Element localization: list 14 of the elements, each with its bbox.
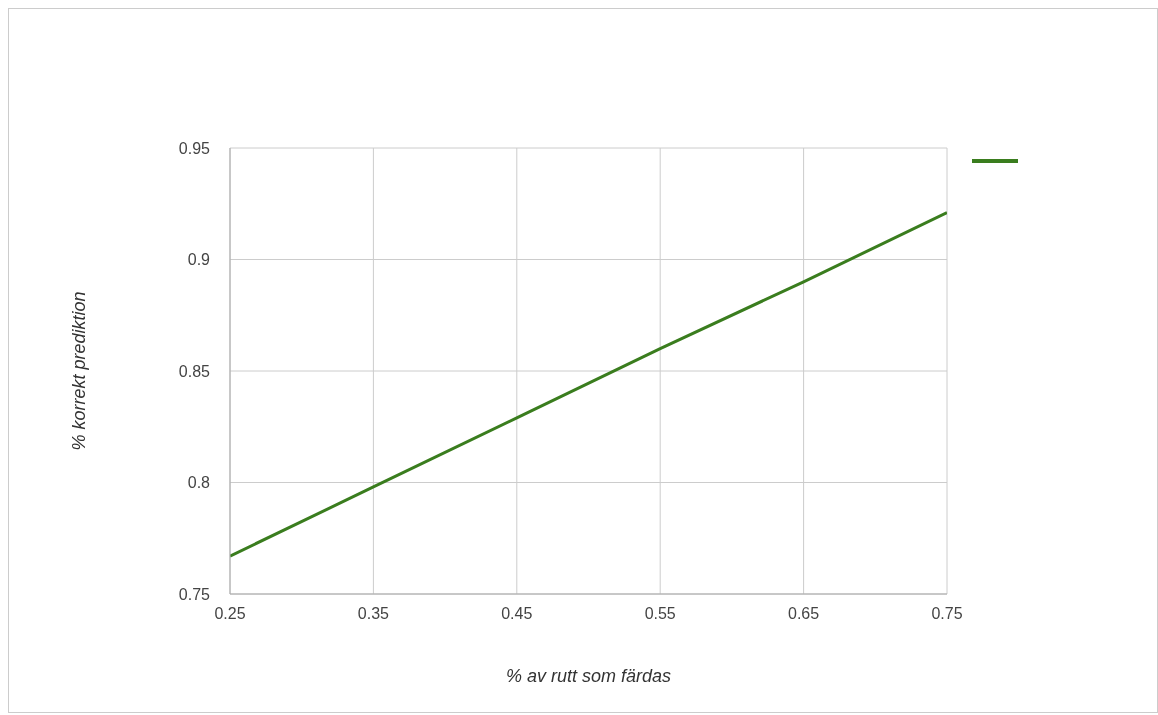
- x-tick-label: 0.55: [644, 605, 676, 623]
- x-tick-label: 0.25: [214, 605, 246, 623]
- x-tick-label: 0.45: [501, 605, 533, 623]
- x-tick-label: 0.35: [357, 605, 390, 623]
- y-axis-title: % korrekt prediktion: [69, 291, 90, 451]
- y-tick-label: 0.75: [178, 585, 211, 603]
- x-axis-title: % av rutt som färdas: [505, 666, 672, 686]
- line-series: [230, 211, 947, 558]
- y-tick-label: 0.95: [178, 139, 211, 157]
- x-tick-label: 0.75: [931, 605, 963, 623]
- y-tick-label: 0.85: [178, 362, 211, 380]
- x-tick-label: 0.65: [788, 605, 820, 623]
- y-tick-label: 0.9: [187, 251, 211, 269]
- y-tick-label: 0.8: [187, 474, 211, 492]
